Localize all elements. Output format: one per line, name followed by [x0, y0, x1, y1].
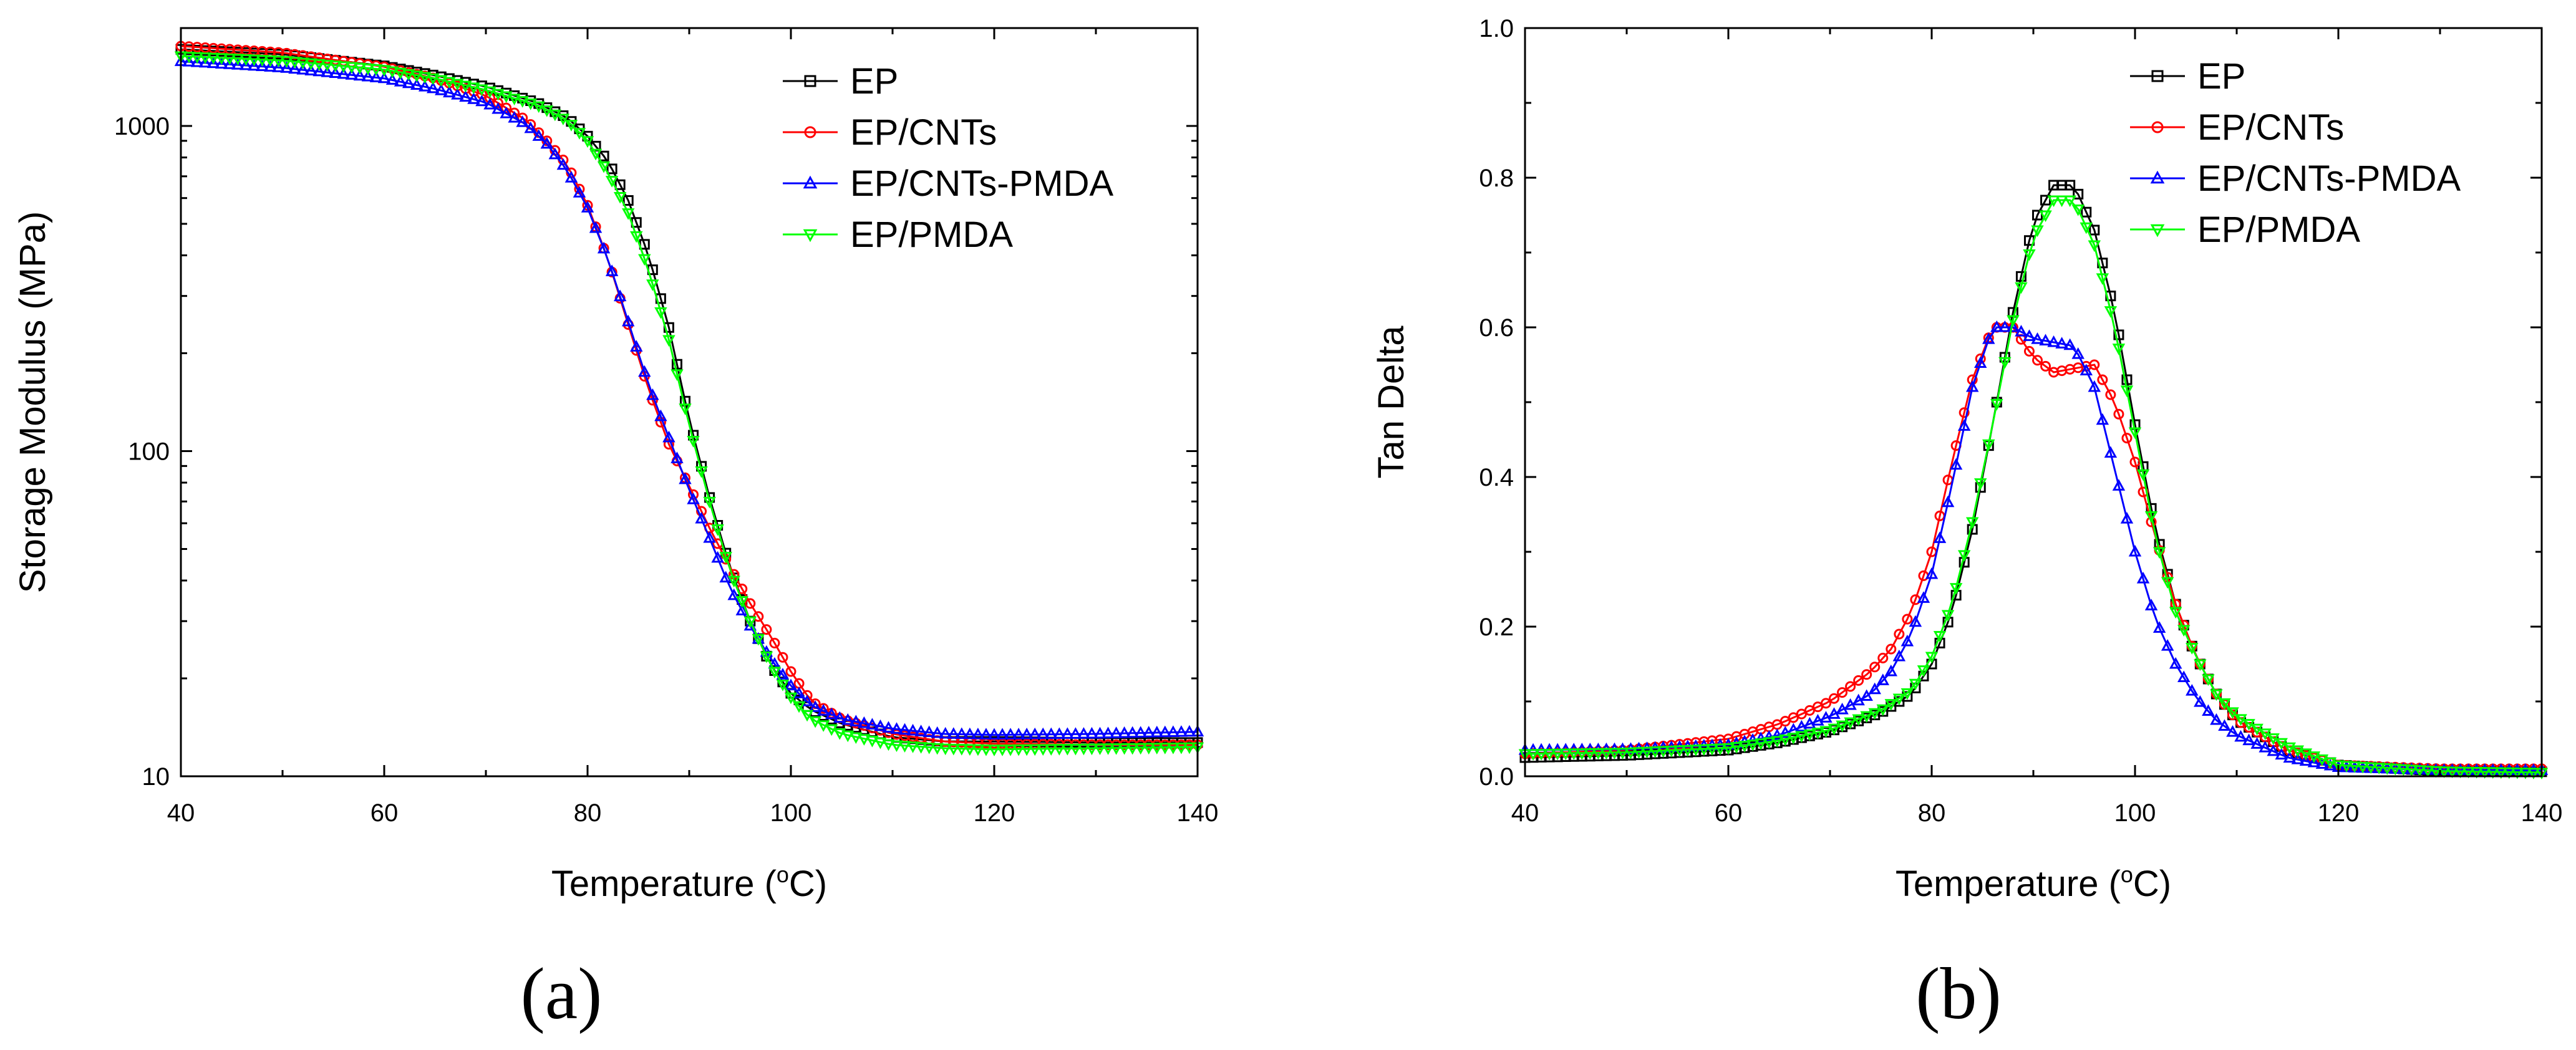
panel-a-x-tick-label: 60 — [370, 799, 399, 827]
panel-b-series-line-ep-cnts-pmda — [1524, 326, 2542, 771]
panel-a-legend-label: EP/CNTs — [850, 112, 997, 153]
panel-a-series-markers-ep — [175, 44, 1203, 748]
panel-b-y-tick-label: 1.0 — [1479, 15, 1514, 42]
panel-b-legend-label: EP/PMDA — [2197, 210, 2360, 250]
panel-a-legend-swatch-marker — [804, 75, 816, 87]
panel-a-y-ticks: 10 100 1000 — [114, 27, 1198, 791]
panel-b-y-axis-title: Tan Delta — [1371, 325, 1411, 479]
panel-b-x-axis-title: Temperature (oC) — [1896, 862, 2171, 904]
panel-a-x-tick-label: 100 — [770, 799, 812, 827]
panel-a-legend-swatch-marker — [803, 229, 818, 243]
panel-b-x-tick-label: 60 — [1715, 799, 1743, 827]
panel-a-legend-item-ep-cnts: EP/CNTs — [783, 112, 997, 153]
panel-a-series-line-ep-cnts — [180, 45, 1198, 746]
panel-a-x-axis-title: Temperature (oC) — [551, 862, 827, 904]
panel-b-series-ep-cnts — [1519, 322, 2547, 774]
panel-b-series-markers-ep — [1519, 180, 2547, 778]
panel-b-legend-item-ep-cnts-pmda: EP/CNTs-PMDA — [2130, 158, 2461, 199]
panel-b-legend-label: EP/CNTs — [2197, 107, 2344, 148]
panel-b-x-tick-label: 140 — [2521, 799, 2563, 827]
panel-a-legend-label: EP/PMDA — [850, 214, 1013, 255]
panel-a-x-tick-label: 40 — [167, 799, 195, 827]
panel-b-y-tick-label: 0.4 — [1479, 464, 1514, 491]
panel-b-y-tick-label: 0.0 — [1479, 763, 1514, 791]
panel-a-y-axis-title: Storage Modulus (MPa) — [12, 211, 53, 593]
panel-a-series-ep-cnts — [175, 41, 1203, 750]
panel-b-plot-frame — [1524, 27, 2543, 778]
panel-b-legend-item-ep: EP — [2130, 56, 2245, 97]
panel-b-series-ep-cnts-pmda — [1518, 320, 2549, 775]
panel-a-legend-label: EP — [850, 61, 898, 102]
panel-a-legend-swatch-marker — [803, 175, 818, 189]
panel-a-label: (a) — [521, 953, 603, 1034]
panel-b-series-ep-pmda — [1518, 195, 2549, 780]
panel-a-y-tick-label: 1000 — [114, 113, 170, 140]
panel-a-legend-item-ep-cnts-pmda: EP/CNTs-PMDA — [783, 163, 1113, 204]
panel-a-x-ticks: 40 60 80 100 120 140 — [167, 28, 1219, 827]
panel-b-y-tick-label: 0.8 — [1479, 165, 1514, 192]
panel-b-legend-item-ep-pmda: EP/PMDA — [2130, 210, 2360, 250]
panel-a-series-line-ep-cnts-pmda — [180, 60, 1198, 736]
panel-b-legend-label: EP — [2197, 56, 2245, 97]
panel-a-y-tick-label: 100 — [128, 438, 170, 465]
panel-b-y-tick-label: 0.2 — [1479, 614, 1514, 641]
panel-a-legend-item-ep: EP — [783, 61, 898, 102]
panel-b-series-group — [1518, 180, 2549, 780]
panel-b-legend-swatch-marker — [2150, 170, 2165, 184]
panel-b-series-ep — [1519, 180, 2547, 778]
panel-a-series-ep — [175, 44, 1203, 748]
panel-b-tan-delta-chart: 40 60 80 100 120 140 0.0 0.2 0.4 0.6 0.8 1.0 Tempe… — [1371, 15, 2562, 1034]
panel-a-series-group — [174, 41, 1204, 756]
panel-b-x-tick-label: 40 — [1511, 799, 1539, 827]
panel-b-legend: EP EP/CNTs EP/CNTs-PMDA EP/PMDA — [2130, 56, 2461, 250]
panel-b-series-line-ep-pmda — [1524, 199, 2542, 774]
panel-b-legend-swatch-marker — [2150, 224, 2165, 238]
panel-a-legend-swatch-marker — [804, 126, 816, 138]
panel-a-storage-modulus-chart: 40 60 80 100 120 140 10 100 1000 Temperature (o… — [12, 27, 1219, 1034]
panel-b-x-tick-label: 100 — [2114, 799, 2156, 827]
panel-a-x-tick-label: 80 — [574, 799, 602, 827]
panel-b-x-ticks: 40 60 80 100 120 140 — [1511, 28, 2563, 827]
panel-b-y-tick-label: 0.6 — [1479, 314, 1514, 342]
panel-b-x-tick-label: 80 — [1918, 799, 1946, 827]
panel-a-legend-label: EP/CNTs-PMDA — [850, 163, 1113, 204]
panel-a-x-tick-label: 120 — [974, 799, 1015, 827]
panel-b-series-line-ep-cnts — [1524, 326, 2542, 770]
panel-b-label: (b) — [1915, 953, 2002, 1034]
panel-b-series-markers-ep-cnts — [1519, 322, 2547, 774]
panel-b-x-tick-label: 120 — [2318, 799, 2360, 827]
panel-a-series-markers-ep-cnts — [175, 41, 1203, 750]
panel-b-legend-swatch-marker — [2151, 70, 2164, 82]
panel-a-legend-item-ep-pmda: EP/PMDA — [783, 214, 1013, 255]
panel-a-legend: EP EP/CNTs EP/CNTs-PMDA EP/PMDA — [783, 61, 1113, 255]
panel-b-y-ticks: 0.0 0.2 0.4 0.6 0.8 1.0 — [1479, 15, 2542, 791]
panel-b-series-line-ep — [1524, 184, 2542, 773]
panel-a-x-tick-label: 140 — [1177, 799, 1219, 827]
panel-b-legend-label: EP/CNTs-PMDA — [2197, 158, 2461, 199]
panel-a-y-tick-label: 10 — [142, 763, 170, 791]
panel-b-series-markers-ep-pmda — [1518, 195, 2549, 780]
panel-b-legend-item-ep-cnts: EP/CNTs — [2130, 107, 2344, 148]
panel-b-series-markers-ep-cnts-pmda — [1518, 320, 2549, 775]
panel-b-legend-swatch-marker — [2151, 121, 2164, 133]
panel-a-series-line-ep-pmda — [180, 55, 1198, 751]
